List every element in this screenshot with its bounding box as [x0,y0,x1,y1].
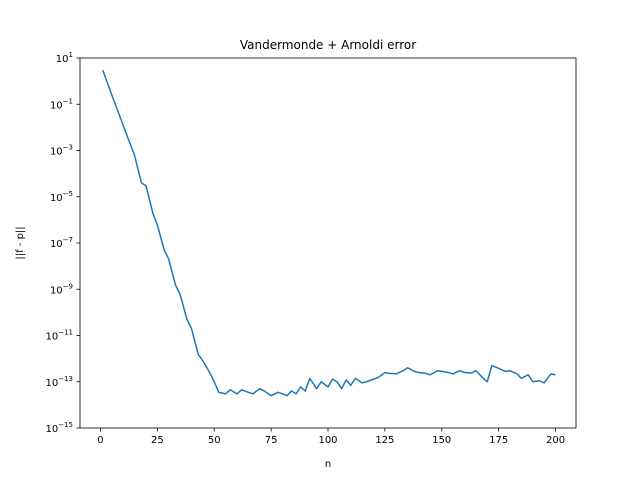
y-tick-exponent: −11 [58,329,73,337]
y-tick-label: 101 [56,51,73,65]
x-tick-label: 125 [375,435,394,446]
y-tick-exponent: −3 [63,144,73,152]
x-tick-label: 100 [318,435,337,446]
y-tick-label: 10−13 [45,375,73,389]
y-tick-base: 10 [45,332,58,343]
y-tick-exponent: −7 [63,236,73,244]
y-tick-label: 10−3 [50,144,73,158]
y-tick-label: 10−5 [50,190,73,204]
y-tick-exponent: −13 [58,375,73,383]
x-axis-label: n [325,459,331,470]
y-tick-base: 10 [50,147,63,158]
y-tick-label: 10−9 [50,282,73,296]
y-tick-base: 10 [50,193,63,204]
y-tick-exponent: −15 [58,421,73,429]
y-tick-exponent: −9 [63,282,73,290]
y-tick-base: 10 [56,54,69,65]
x-tick-label: 50 [208,435,221,446]
x-axis-ticks: 0 25 50 75 100 125 150 175 200 [97,428,565,446]
y-tick-base: 10 [45,378,58,389]
y-tick-label: 10−15 [45,421,73,435]
y-axis-label: ||f - p|| [15,226,26,259]
y-tick-exponent: −1 [63,97,73,105]
y-tick-base: 10 [50,100,63,111]
y-tick-label: 10−7 [50,236,73,250]
y-tick-base: 10 [50,285,63,296]
y-tick-label: 10−1 [50,97,73,111]
chart-title: Vandermonde + Arnoldi error [240,38,416,52]
series-line [102,69,556,397]
y-tick-base: 10 [50,239,63,250]
x-tick-label: 75 [265,435,278,446]
x-tick-label: 25 [151,435,164,446]
y-tick-exponent: −5 [63,190,73,198]
y-tick-base: 10 [45,424,58,435]
y-tick-label: 10−11 [45,329,73,343]
y-tick-exponent: 1 [69,51,73,59]
x-tick-label: 200 [546,435,565,446]
x-tick-label: 150 [432,435,451,446]
x-tick-label: 175 [489,435,508,446]
x-tick-label: 0 [97,435,103,446]
